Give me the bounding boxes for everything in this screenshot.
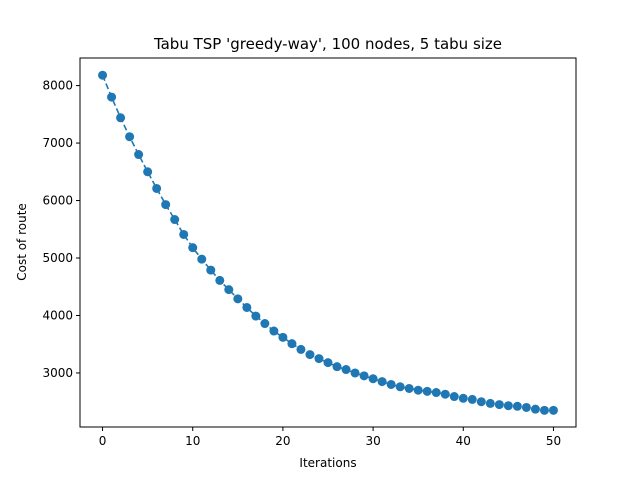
plot-area: [98, 70, 558, 415]
data-point: [233, 294, 243, 304]
data-point: [458, 393, 468, 403]
data-point: [395, 382, 405, 392]
y-tick-label: 3000: [42, 366, 73, 380]
data-point: [377, 377, 387, 387]
x-tick-label: 0: [99, 434, 107, 448]
data-point: [413, 385, 423, 395]
data-point: [332, 362, 342, 372]
data-point: [170, 215, 180, 225]
data-point: [215, 275, 225, 285]
y-axis: 3000 4000 5000 6000 7000 8000: [42, 79, 80, 380]
data-point: [143, 167, 153, 177]
data-point: [548, 405, 558, 415]
data-point: [260, 319, 270, 329]
data-point: [350, 368, 360, 378]
data-point: [440, 389, 450, 399]
data-point: [278, 332, 288, 342]
data-point: [314, 354, 324, 364]
data-point: [359, 371, 369, 381]
data-point: [134, 150, 144, 160]
data-point: [188, 243, 198, 253]
data-point: [125, 132, 135, 142]
x-axis-label: Iterations: [299, 456, 356, 470]
y-tick-label: 7000: [42, 136, 73, 150]
data-point: [494, 400, 504, 410]
chart-title: Tabu TSP 'greedy-way', 100 nodes, 5 tabu…: [153, 35, 502, 53]
y-tick-label: 6000: [42, 194, 73, 208]
data-point: [539, 405, 549, 415]
data-point: [161, 200, 171, 210]
data-point: [251, 311, 261, 321]
y-tick-label: 5000: [42, 251, 73, 265]
x-tick-label: 40: [456, 434, 471, 448]
data-point: [422, 386, 432, 396]
data-point: [197, 254, 207, 264]
x-axis: 0 10 20 30 40 50: [99, 427, 561, 448]
data-point: [269, 326, 279, 336]
data-point: [242, 302, 252, 312]
data-point: [116, 113, 126, 123]
data-point: [287, 339, 297, 349]
data-point: [341, 365, 351, 375]
x-tick-label: 50: [546, 434, 561, 448]
data-point: [476, 397, 486, 407]
data-point: [323, 358, 333, 368]
data-point: [305, 350, 315, 360]
data-point: [467, 394, 477, 404]
data-point: [206, 265, 216, 275]
data-point: [431, 388, 441, 398]
data-point: [386, 379, 396, 389]
data-point: [530, 404, 540, 414]
data-point: [521, 402, 531, 412]
axes-frame: [79, 57, 577, 428]
x-tick-label: 20: [275, 434, 290, 448]
data-point: [503, 401, 513, 411]
data-point: [152, 183, 162, 193]
x-tick-label: 30: [365, 434, 380, 448]
data-point: [512, 401, 522, 411]
data-point: [404, 383, 414, 393]
data-point: [107, 92, 117, 102]
data-point: [296, 344, 306, 354]
data-point: [179, 229, 189, 239]
data-point: [224, 285, 234, 295]
data-point: [449, 392, 459, 402]
x-tick-label: 10: [185, 434, 200, 448]
y-tick-label: 8000: [42, 79, 73, 93]
data-point: [98, 70, 108, 80]
y-axis-label: Cost of route: [15, 203, 29, 281]
y-tick-label: 4000: [42, 308, 73, 322]
data-point: [485, 398, 495, 408]
data-point: [368, 374, 378, 384]
